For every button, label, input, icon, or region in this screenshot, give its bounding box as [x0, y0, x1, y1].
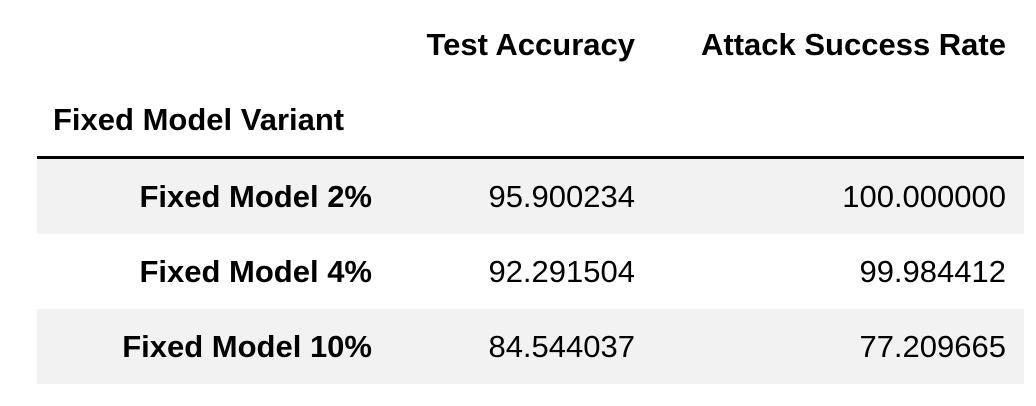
attack-success-rate-cell: 99.984412: [859, 254, 1006, 289]
test-accuracy-cell: 95.900234: [488, 179, 635, 214]
row-label: Fixed Model 4%: [139, 254, 372, 289]
column-header-attack-success-rate: Attack Success Rate: [701, 27, 1006, 62]
index-header-row: Fixed Model Variant: [37, 88, 1024, 156]
test-accuracy-cell: 92.291504: [488, 254, 635, 289]
table-row: Fixed Model 2% 95.900234 100.000000: [37, 159, 1024, 234]
column-header-row: Test Accuracy Attack Success Rate: [37, 0, 1024, 88]
header-divider: [37, 156, 1024, 159]
row-label: Fixed Model 10%: [122, 329, 372, 364]
table-row: Fixed Model 4% 92.291504 99.984412: [37, 234, 1024, 309]
row-label: Fixed Model 2%: [139, 179, 372, 214]
index-header-fixed-model-variant: Fixed Model Variant: [53, 102, 345, 137]
attack-success-rate-cell: 100.000000: [842, 179, 1006, 214]
test-accuracy-cell: 84.544037: [488, 329, 635, 364]
column-header-test-accuracy: Test Accuracy: [426, 27, 636, 62]
attack-success-rate-cell: 77.209665: [859, 329, 1006, 364]
results-table: Test Accuracy Attack Success Rate Fixed …: [37, 0, 1024, 384]
table-row: Fixed Model 10% 84.544037 77.209665: [37, 309, 1024, 384]
